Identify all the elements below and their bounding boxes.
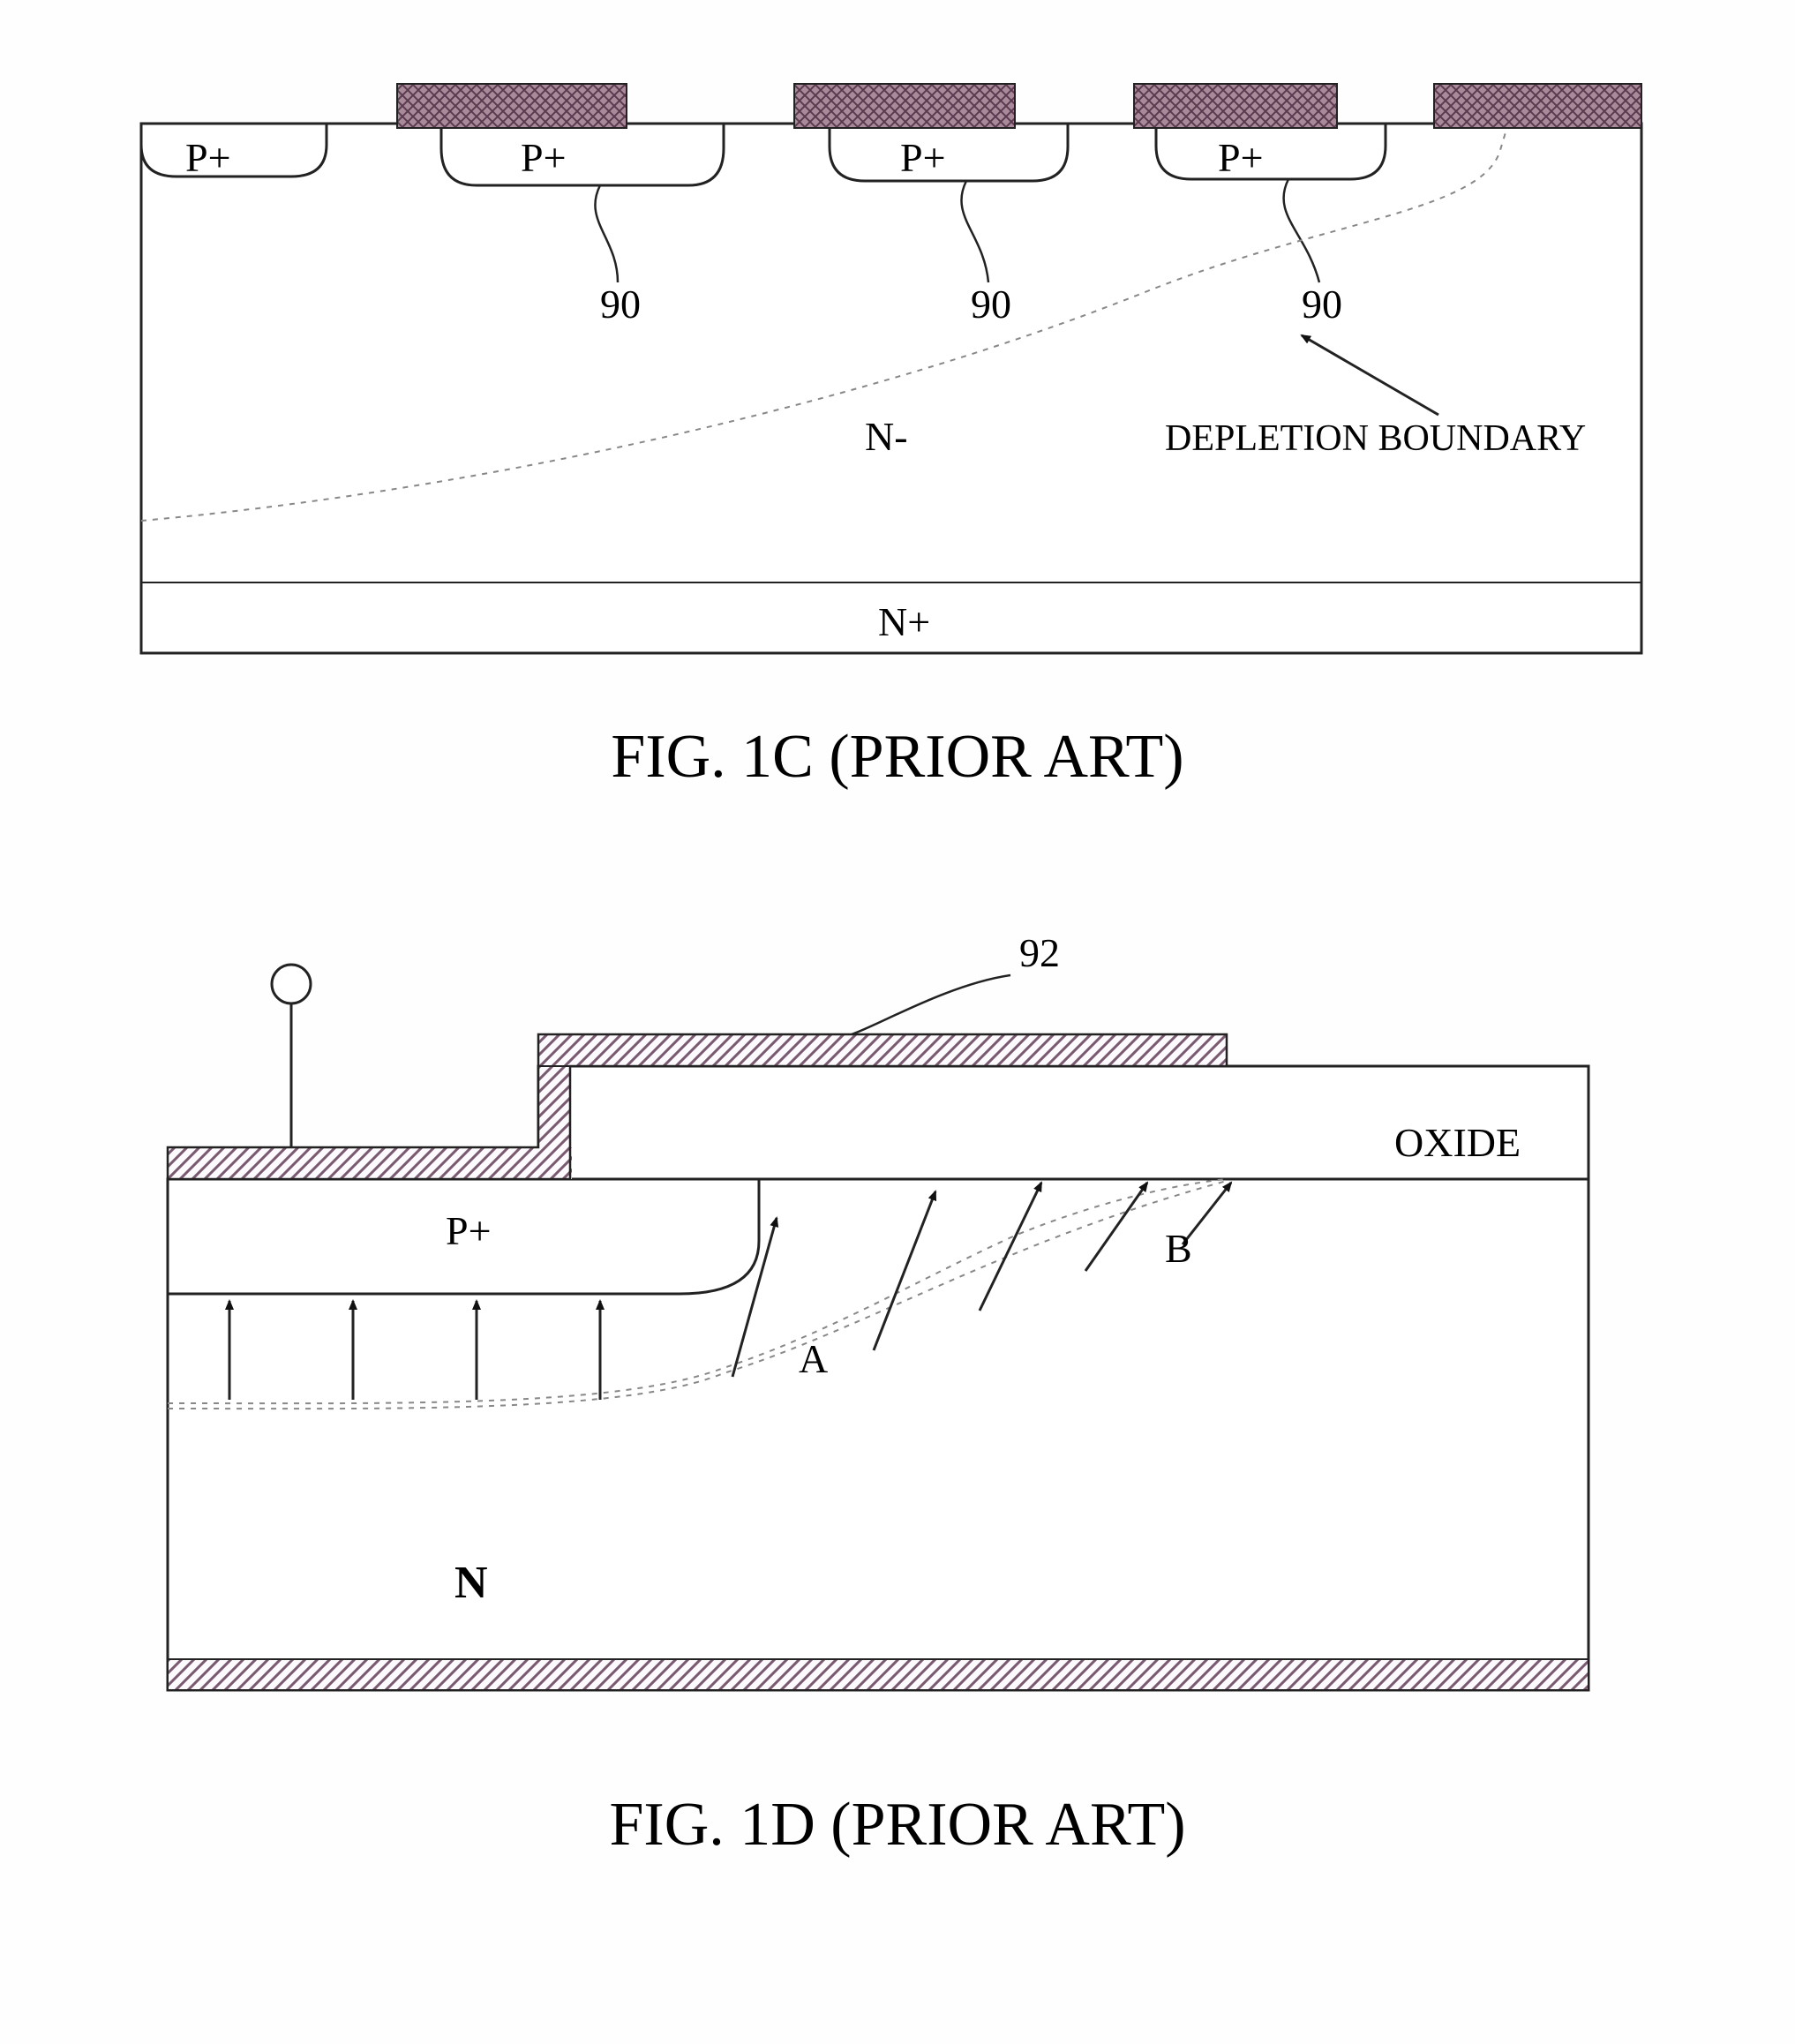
substrate-rect — [168, 1179, 1588, 1690]
leader-line-92 — [852, 975, 1010, 1034]
metal-contact — [1434, 84, 1641, 128]
n-minus-label: N- — [865, 414, 908, 459]
ref-number-90: 90 — [971, 282, 1011, 327]
metal-seam-fill — [537, 1147, 572, 1179]
n-plus-label: N+ — [878, 599, 930, 644]
ref-number-90: 90 — [600, 282, 641, 327]
substrate-rect — [141, 124, 1641, 653]
p-plus-label: P+ — [185, 135, 231, 180]
metal-contact — [397, 84, 627, 128]
backside-metal — [168, 1659, 1588, 1690]
p-plus-label: P+ — [521, 135, 567, 180]
oxide-label: OXIDE — [1394, 1120, 1521, 1165]
terminal-node — [272, 965, 311, 1003]
figures-svg: P+ P+ P+ P+ 90 90 90 DEPLETION BOUNDARY N- N+ FIG… — [0, 0, 1795, 2044]
depletion-label: DEPLETION BOUNDARY — [1165, 418, 1586, 459]
region-a-label: A — [799, 1336, 828, 1381]
ref-number-92: 92 — [1019, 930, 1060, 975]
anode-metal-left — [168, 1147, 538, 1179]
p-plus-label: P+ — [900, 135, 946, 180]
p-plus-label: P+ — [446, 1208, 492, 1253]
p-plus-label: P+ — [1218, 135, 1264, 180]
field-plate-top — [538, 1034, 1227, 1066]
fig-1c-caption: FIG. 1C (PRIOR ART) — [611, 723, 1183, 791]
fig-1d: OXIDE P+ A B N 92 — [168, 930, 1588, 1690]
metal-contact — [794, 84, 1015, 128]
n-label: N — [454, 1558, 488, 1608]
metal-contact — [1134, 84, 1337, 128]
ref-number-90: 90 — [1302, 282, 1342, 327]
region-b-label: B — [1165, 1226, 1192, 1271]
fig-1c: P+ P+ P+ P+ 90 90 90 DEPLETION BOUNDARY N- N+ — [141, 84, 1641, 653]
page: P+ P+ P+ P+ 90 90 90 DEPLETION BOUNDARY N- N+ FIG… — [0, 0, 1795, 2044]
fig-1d-caption: FIG. 1D (PRIOR ART) — [609, 1791, 1185, 1859]
